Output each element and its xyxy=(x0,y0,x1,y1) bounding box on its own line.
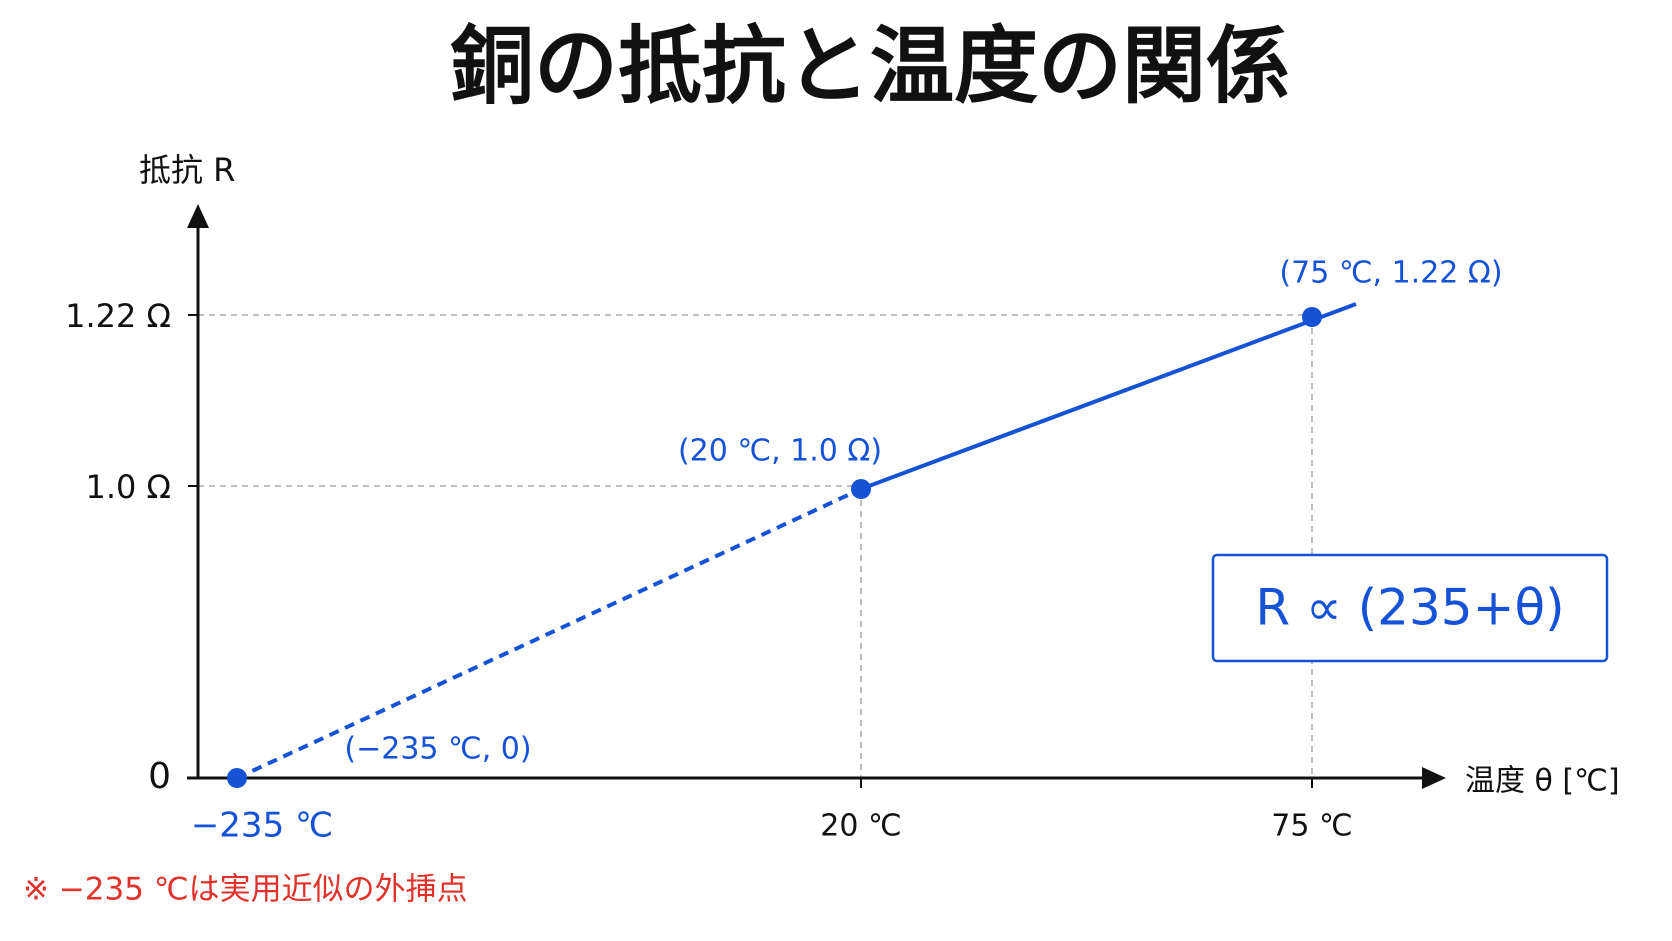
x-tick-label: 20 ℃ xyxy=(820,809,901,844)
title: 銅の抵抗と温度の関係 xyxy=(450,17,1290,115)
resistance-line xyxy=(860,302,1357,491)
formula-box xyxy=(1211,553,1609,663)
point xyxy=(227,768,247,788)
x-tick-label: 75 ℃ xyxy=(1271,809,1352,844)
y-tick-label: 1.0 Ω xyxy=(85,468,171,506)
point xyxy=(1302,307,1322,327)
point-label: (75 ℃, 1.22 Ω) xyxy=(1279,256,1502,291)
y-axis-arrow xyxy=(187,204,209,228)
x-tick-label: −235 ℃ xyxy=(191,806,333,846)
point xyxy=(851,479,871,499)
formula: R ∝ (235+θ) xyxy=(1255,579,1564,637)
x-axis-label: 温度 θ [℃] xyxy=(1465,764,1620,799)
x-axis-arrow xyxy=(1422,767,1446,789)
y-tick-label: 0 xyxy=(148,756,171,797)
note: ※ −235 ℃は実用近似の外挿点 xyxy=(23,872,468,908)
y-tick-label: 1.22 Ω xyxy=(65,297,171,335)
y-axis-label: 抵抗 R xyxy=(139,151,235,189)
point-label: (−235 ℃, 0) xyxy=(344,732,531,767)
extrapolated-line xyxy=(236,487,862,780)
point-label: (20 ℃, 1.0 Ω) xyxy=(678,434,882,469)
